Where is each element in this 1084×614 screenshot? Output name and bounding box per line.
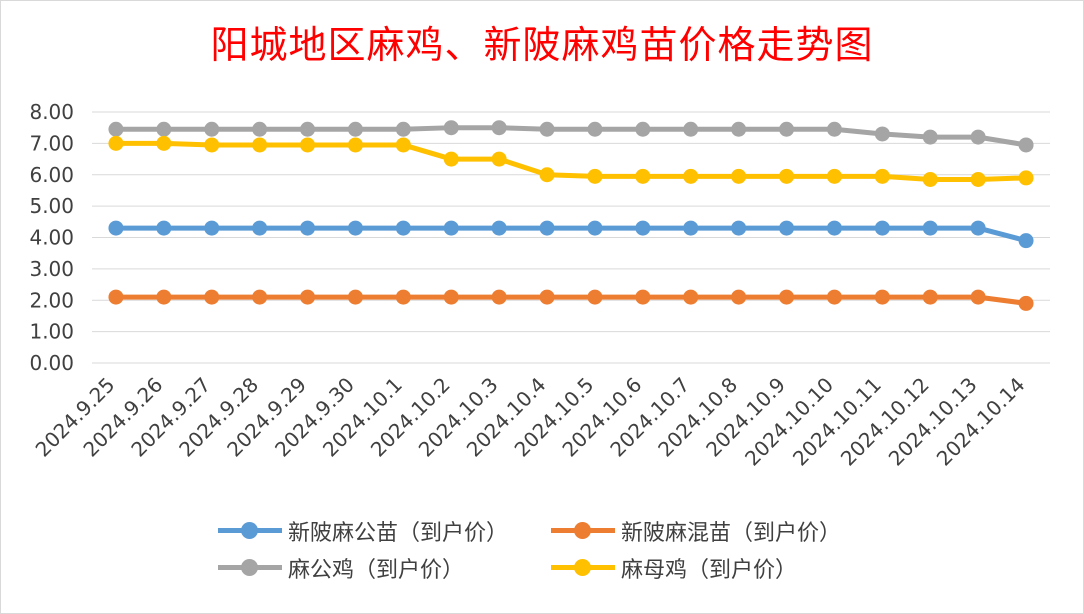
data-point [683, 168, 699, 184]
data-point [683, 220, 699, 236]
data-point [300, 121, 316, 137]
data-point [970, 220, 986, 236]
data-point [635, 121, 651, 137]
data-point [204, 121, 220, 137]
data-point [826, 121, 842, 137]
data-point [731, 121, 747, 137]
data-point [443, 151, 459, 167]
data-point [491, 220, 507, 236]
data-point [491, 120, 507, 136]
data-point [443, 120, 459, 136]
data-point [395, 137, 411, 153]
y-tick-label: 0.00 [29, 351, 74, 375]
data-point [731, 289, 747, 305]
data-point [156, 135, 172, 151]
data-point [347, 289, 363, 305]
data-point [826, 220, 842, 236]
y-tick-label: 1.00 [29, 320, 74, 344]
data-point [491, 289, 507, 305]
data-point [539, 289, 555, 305]
data-point [587, 168, 603, 184]
data-point [491, 151, 507, 167]
data-point [204, 220, 220, 236]
data-point [539, 121, 555, 137]
data-point [539, 220, 555, 236]
data-point [347, 220, 363, 236]
data-point [826, 289, 842, 305]
data-point [635, 168, 651, 184]
data-point [300, 220, 316, 236]
data-point [300, 289, 316, 305]
data-point [204, 289, 220, 305]
data-point [874, 168, 890, 184]
data-point [683, 289, 699, 305]
data-point [395, 289, 411, 305]
y-tick-label: 6.00 [29, 163, 74, 187]
data-point [108, 121, 124, 137]
data-point [874, 289, 890, 305]
data-point [970, 171, 986, 187]
data-point [1018, 170, 1034, 186]
data-point [347, 121, 363, 137]
y-tick-label: 7.00 [29, 131, 74, 155]
data-point [347, 137, 363, 153]
data-point [539, 167, 555, 183]
data-point [300, 137, 316, 153]
data-point [922, 289, 938, 305]
data-point [1018, 233, 1034, 249]
data-point [779, 121, 795, 137]
y-tick-label: 8.00 [29, 100, 74, 124]
y-tick-label: 4.00 [29, 226, 74, 250]
series-line-1 [113, 225, 1029, 244]
y-tick-label: 5.00 [29, 194, 74, 218]
data-point [108, 220, 124, 236]
data-point [1018, 137, 1034, 153]
data-point [156, 289, 172, 305]
data-point [587, 220, 603, 236]
y-tick-label: 3.00 [29, 257, 74, 281]
data-point [587, 121, 603, 137]
data-point [252, 220, 268, 236]
data-point [108, 289, 124, 305]
series-line-2 [113, 294, 1029, 306]
data-point [156, 121, 172, 137]
data-point [587, 289, 603, 305]
series-line-4 [113, 140, 1029, 182]
data-point [252, 121, 268, 137]
data-point [826, 168, 842, 184]
data-point [731, 168, 747, 184]
data-point [395, 121, 411, 137]
data-point [779, 168, 795, 184]
data-point [922, 129, 938, 145]
data-point [252, 137, 268, 153]
data-point [635, 220, 651, 236]
data-point [779, 220, 795, 236]
data-point [156, 220, 172, 236]
data-point [252, 289, 268, 305]
data-point [108, 135, 124, 151]
series-line-3 [113, 125, 1029, 148]
data-point [635, 289, 651, 305]
data-point [1018, 295, 1034, 311]
data-point [395, 220, 411, 236]
data-point [970, 289, 986, 305]
data-point [874, 126, 890, 142]
data-point [874, 220, 890, 236]
y-tick-label: 2.00 [29, 288, 74, 312]
data-point [683, 121, 699, 137]
chart-title: 阳城地区麻鸡、新陂麻鸡苗价格走势图 [210, 23, 874, 67]
data-point [922, 220, 938, 236]
data-point [922, 171, 938, 187]
data-point [443, 220, 459, 236]
data-point [731, 220, 747, 236]
data-point [779, 289, 795, 305]
data-point [204, 137, 220, 153]
data-point [970, 129, 986, 145]
data-point [443, 289, 459, 305]
